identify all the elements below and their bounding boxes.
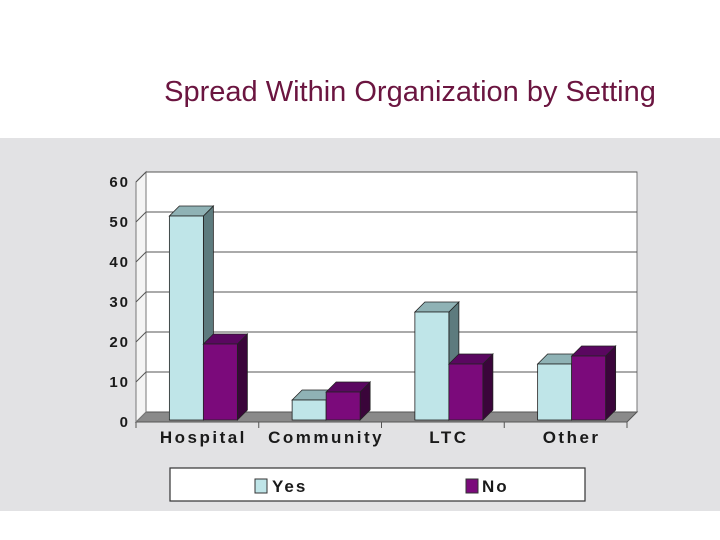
bar-no-ltc [447, 353, 494, 421]
bar-no-community [325, 381, 372, 421]
gridline-side [135, 331, 147, 343]
bar-face [448, 363, 484, 421]
bar-no-hospital [202, 333, 249, 421]
y-tick-label: 50 [109, 214, 130, 231]
bar-face [202, 343, 238, 421]
bar-side [482, 353, 494, 421]
y-tick-label: 60 [109, 174, 130, 191]
y-tick-label: 40 [109, 254, 130, 271]
legend-swatch-yes [254, 478, 268, 494]
bar-face [537, 363, 573, 421]
bar-face [168, 215, 204, 421]
x-category-label: Other [543, 428, 601, 447]
legend-label-yes: Yes [272, 477, 307, 496]
gridline-side [135, 211, 147, 223]
x-category-label: LTC [429, 428, 468, 447]
x-category-label: Community [268, 428, 384, 447]
gridline-side [135, 171, 147, 183]
bar-no-other [570, 345, 617, 421]
bar-yes-ltc [413, 301, 460, 421]
gridline-side [135, 251, 147, 263]
gridline-side [135, 371, 147, 383]
bar-face [291, 399, 327, 421]
bar-side [605, 345, 617, 421]
y-tick-label: 0 [120, 414, 130, 431]
x-category-label: Hospital [160, 428, 247, 447]
bar-face [571, 355, 607, 421]
chart-title: Spread Within Organization by Setting [164, 76, 656, 108]
y-tick-label: 10 [109, 374, 130, 391]
bar-face [414, 311, 450, 421]
bars [168, 205, 617, 421]
y-tick-label: 20 [109, 334, 130, 351]
legend-box [169, 467, 586, 502]
bar-side [236, 333, 248, 421]
y-axis: 0 10 20 30 40 50 60 [109, 174, 628, 431]
gridline-side [135, 291, 147, 303]
y-tick-label: 30 [109, 294, 130, 311]
legend: Yes No [169, 467, 586, 502]
legend-label-no: No [482, 477, 509, 496]
bar-face [325, 391, 361, 421]
x-axis-labels: Hospital Community LTC Other [160, 428, 601, 447]
legend-swatch-no [465, 478, 479, 494]
